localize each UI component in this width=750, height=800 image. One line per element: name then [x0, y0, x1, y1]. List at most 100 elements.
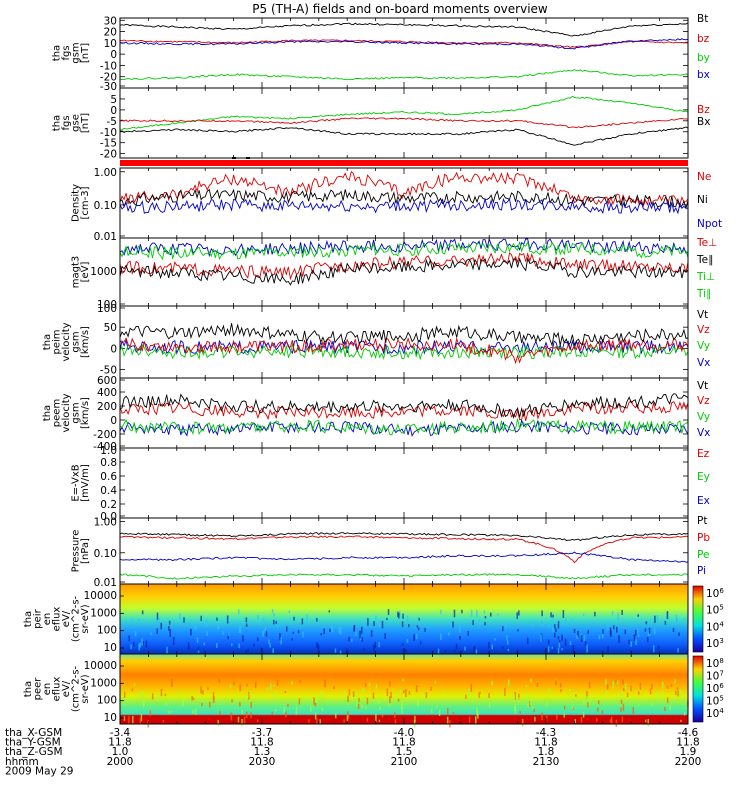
spectrogram-texture	[557, 647, 560, 654]
colorbar-tick-label: 106	[706, 682, 724, 695]
y-tick-label: 0.2	[100, 499, 117, 511]
y-axis-label: [km/s]	[80, 326, 91, 358]
spectrogram-texture	[649, 633, 651, 636]
spectrogram-texture	[372, 692, 375, 699]
spectrogram-texture	[301, 618, 304, 625]
spectrogram-texture	[239, 621, 241, 624]
spectrogram-texture	[541, 610, 543, 617]
y-tick-label: 10000	[84, 590, 117, 602]
spectrogram-texture	[285, 711, 287, 718]
spectrogram-texture	[275, 621, 278, 624]
spectrogram-texture	[387, 609, 390, 615]
spectrogram-texture	[647, 631, 650, 637]
y-tick-label: 200	[97, 401, 117, 413]
spectrogram-texture	[357, 703, 360, 709]
legend-entry: by	[697, 52, 710, 64]
spectrogram-texture	[573, 628, 576, 633]
spectrogram-texture	[334, 648, 337, 653]
legend-entry: Ti⊥	[696, 271, 715, 283]
spectrogram-texture	[269, 643, 271, 648]
spectrogram-texture	[475, 649, 478, 658]
spectrogram-texture	[582, 712, 585, 718]
spectrogram-texture	[490, 612, 492, 617]
spectrogram-texture	[217, 719, 220, 727]
y-axis-label: eV/	[61, 610, 72, 627]
x-axis-value: 2130	[533, 756, 560, 768]
series-line-Te_par	[119, 256, 689, 286]
y-axis-label: gsm	[71, 331, 82, 352]
spectrogram-texture	[256, 719, 259, 722]
spectrogram-texture	[316, 617, 318, 622]
y-tick-label: 100	[97, 625, 117, 637]
y-axis-label: magt3	[71, 256, 82, 289]
spectrogram-texture	[649, 688, 652, 695]
y-tick-label: 0.01	[94, 231, 117, 243]
spectrogram-texture	[666, 697, 669, 704]
x-axis-value: 1.8	[538, 746, 555, 758]
spectrogram-texture	[541, 712, 543, 721]
series-line-Pe	[119, 573, 689, 580]
spectrogram-texture	[334, 712, 337, 719]
spectrogram-texture	[467, 630, 470, 636]
y-axis-label: [km/s]	[80, 397, 91, 429]
spectrogram-texture	[339, 650, 342, 655]
spectrogram-texture	[571, 619, 574, 626]
y-tick-label: 0.8	[100, 457, 117, 469]
spectrogram-texture	[634, 630, 637, 636]
y-tick-label: -5	[107, 116, 117, 128]
spectrogram-texture	[583, 635, 586, 641]
spectrogram-texture	[408, 624, 410, 628]
y-axis-label: peer	[33, 677, 44, 701]
y-axis-label: (cm^2-s-	[71, 595, 82, 642]
colorbar-tick-label: 107	[706, 670, 724, 683]
spectrogram-texture	[527, 703, 529, 708]
spectrogram-texture	[621, 716, 624, 723]
spectrogram-texture	[547, 646, 550, 653]
spectrogram-texture	[291, 638, 293, 641]
spectrogram-texture	[293, 616, 295, 621]
y-tick-label: 0.10	[94, 200, 117, 212]
spectrogram-texture	[137, 692, 140, 696]
series-line-Vy	[119, 418, 689, 436]
spectrogram-texture	[352, 691, 355, 697]
legend-entry: Te⊥	[696, 237, 717, 249]
series-line-bz	[119, 39, 689, 49]
spectrogram-texture	[611, 611, 614, 616]
spectrogram-texture	[199, 621, 201, 625]
spectrogram-texture	[418, 617, 420, 621]
spectrogram-texture	[606, 683, 609, 690]
x-axis-value: 1.9	[680, 746, 697, 758]
spectrogram-texture	[624, 683, 627, 690]
spectrogram-texture	[586, 691, 588, 699]
spectrogram-texture	[280, 637, 282, 645]
spectrogram-texture	[403, 690, 405, 694]
y-axis-label: eflux	[52, 677, 63, 702]
spectrogram-texture	[620, 699, 623, 704]
y-axis-label: en	[42, 613, 53, 626]
spectrogram-texture	[379, 706, 381, 711]
spectrogram-texture	[557, 636, 560, 640]
spectrogram-texture	[241, 718, 243, 727]
spectrogram-texture	[132, 642, 135, 646]
spectrogram-texture	[151, 693, 154, 700]
y-axis-label: velocity	[61, 322, 72, 361]
spectrogram-texture	[516, 612, 518, 619]
legend-entry: Bz	[697, 104, 710, 116]
y-tick-label: 0.01	[94, 577, 117, 589]
spectrogram-texture	[320, 633, 323, 636]
spectrogram-texture	[596, 718, 598, 722]
spectrogram-texture	[130, 644, 132, 649]
legend-entry: bz	[697, 33, 710, 45]
y-tick-label: -20	[100, 72, 117, 84]
spectrogram-texture	[347, 711, 349, 717]
spectrogram-texture	[554, 624, 556, 629]
spectrogram-texture	[346, 715, 349, 722]
spectrogram-texture	[139, 642, 142, 648]
spectrogram-texture	[361, 704, 363, 709]
spectrogram-texture	[238, 625, 241, 633]
spectrogram-texture	[247, 693, 249, 698]
spectrogram-texture	[238, 643, 240, 649]
spectrogram-texture	[470, 683, 473, 692]
spectrogram-texture	[501, 626, 504, 632]
